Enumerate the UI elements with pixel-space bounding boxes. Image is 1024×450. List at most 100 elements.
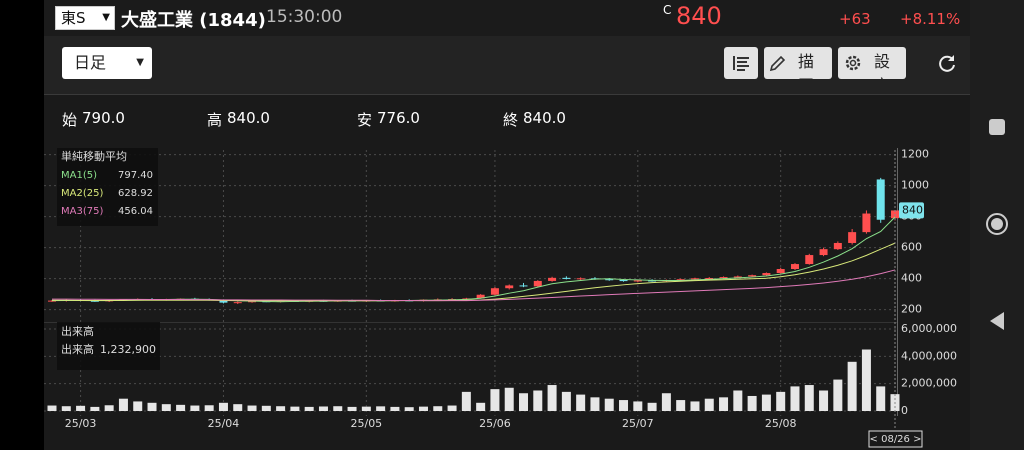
x-tick-label: 25/06 — [479, 417, 511, 430]
volume-bar — [47, 405, 57, 411]
x-tick-label: 25/07 — [622, 417, 654, 430]
settings-label: 設定 — [874, 52, 891, 79]
legend-name: MA2(25) — [61, 188, 103, 199]
volume-bar — [276, 406, 286, 411]
y-tick-label: 400 — [901, 272, 922, 285]
cursor-box — [868, 430, 923, 448]
volume-bar — [604, 398, 614, 411]
candle-body — [876, 179, 885, 220]
gear-icon — [845, 55, 861, 71]
volume-bar — [647, 402, 657, 411]
ohlc-label: 始 — [62, 111, 78, 129]
volume-bar — [304, 406, 314, 411]
volume-bar — [633, 401, 643, 411]
nav-recent[interactable] — [989, 119, 1005, 135]
volume-bar — [390, 406, 400, 411]
stock-name: 大盛工業 (1844) — [121, 10, 266, 31]
volume-bar — [533, 390, 543, 411]
y-tick-label: 600 — [901, 241, 922, 254]
icon — [733, 56, 749, 71]
y-tick-label: 1000 — [901, 179, 929, 192]
period-select[interactable]: 日足 ▼ — [62, 47, 152, 79]
candle-body — [862, 213, 871, 233]
legend-value: 1,232,900 — [100, 343, 156, 356]
volume-bar — [833, 379, 843, 411]
pencil-icon — [769, 55, 786, 72]
candle-body — [648, 280, 657, 282]
volume-bar — [747, 395, 757, 411]
legend-name: MA1(5) — [61, 170, 97, 181]
candle-body — [519, 285, 528, 287]
volume-bar — [804, 385, 814, 411]
plot: 2004006008001000120002,000,0004,000,0006… — [44, 148, 957, 448]
candle-body — [776, 269, 785, 274]
ohlc-label: 安 — [357, 111, 373, 129]
candle-body — [719, 277, 728, 279]
y-tick-label: 4,000,000 — [901, 349, 957, 362]
volume-bar — [461, 391, 471, 411]
candle-body — [576, 278, 585, 280]
draw-button[interactable]: 描画 — [764, 47, 832, 79]
candle-body — [676, 279, 685, 281]
volume-bar — [333, 406, 343, 411]
volume-bar — [247, 405, 257, 411]
candle-body — [833, 242, 842, 250]
change: +63 — [839, 10, 871, 28]
candle-body — [705, 277, 714, 279]
volume-bar — [261, 405, 271, 411]
settings-button[interactable]: 設定 — [838, 47, 906, 79]
y-tick-label: 200 — [901, 303, 922, 316]
legend-box — [57, 322, 160, 370]
market-select[interactable]: 東S ▼ — [55, 6, 115, 30]
nav-back[interactable] — [990, 312, 1004, 330]
volume-bar — [519, 393, 529, 411]
price: 840 — [676, 2, 722, 30]
y-tick-label: 1200 — [901, 148, 929, 161]
volume-bar — [404, 407, 414, 411]
volume-bar — [161, 404, 171, 411]
volume-bar — [476, 402, 486, 411]
volume-bar — [118, 398, 128, 411]
refresh-button[interactable] — [936, 52, 958, 74]
volume-bar — [318, 406, 328, 411]
candle-body — [633, 280, 642, 282]
price-badge-label: 840 — [902, 203, 923, 216]
volume-bar — [90, 406, 100, 411]
candle-body — [219, 299, 228, 303]
volume-bar — [719, 397, 729, 411]
dropdown-arrow: ▼ — [136, 57, 144, 68]
ohlc-label: 終 — [503, 111, 519, 129]
volume-bar — [847, 361, 857, 411]
indicator-button[interactable] — [724, 47, 758, 79]
volume-bar — [347, 406, 357, 411]
legend-name: MA3(75) — [61, 206, 103, 217]
candle-body — [848, 232, 857, 243]
legend-title: 単純移動平均 — [61, 149, 127, 163]
candle-body — [248, 301, 257, 303]
price-flag: C — [663, 3, 672, 17]
legend-value: 628.92 — [118, 188, 153, 199]
change-pct: +8.11% — [900, 10, 961, 28]
x-tick-label: 25/04 — [208, 417, 240, 430]
volume-bar — [619, 400, 629, 411]
volume-bar — [61, 406, 71, 411]
ohlc-value: 840.0 — [227, 109, 270, 127]
volume-bar — [104, 405, 114, 411]
draw-label: 描画 — [798, 52, 815, 79]
volume-bar — [861, 349, 871, 411]
legend-box — [57, 148, 158, 226]
volume-bar — [547, 385, 557, 411]
volume-bar — [661, 393, 671, 411]
volume-bar — [690, 401, 700, 411]
ohlc-label: 高 — [207, 111, 223, 129]
period: 日足 — [74, 53, 107, 72]
volume-bar — [433, 406, 443, 411]
volume-bar — [490, 389, 500, 411]
volume-bar — [418, 406, 428, 411]
candle-body — [548, 277, 557, 281]
ohlc-value: 776.0 — [377, 109, 420, 127]
nav-home[interactable] — [986, 213, 1008, 235]
volume-bar — [590, 397, 600, 411]
candle-body — [733, 276, 742, 278]
volume-bar — [76, 405, 86, 411]
